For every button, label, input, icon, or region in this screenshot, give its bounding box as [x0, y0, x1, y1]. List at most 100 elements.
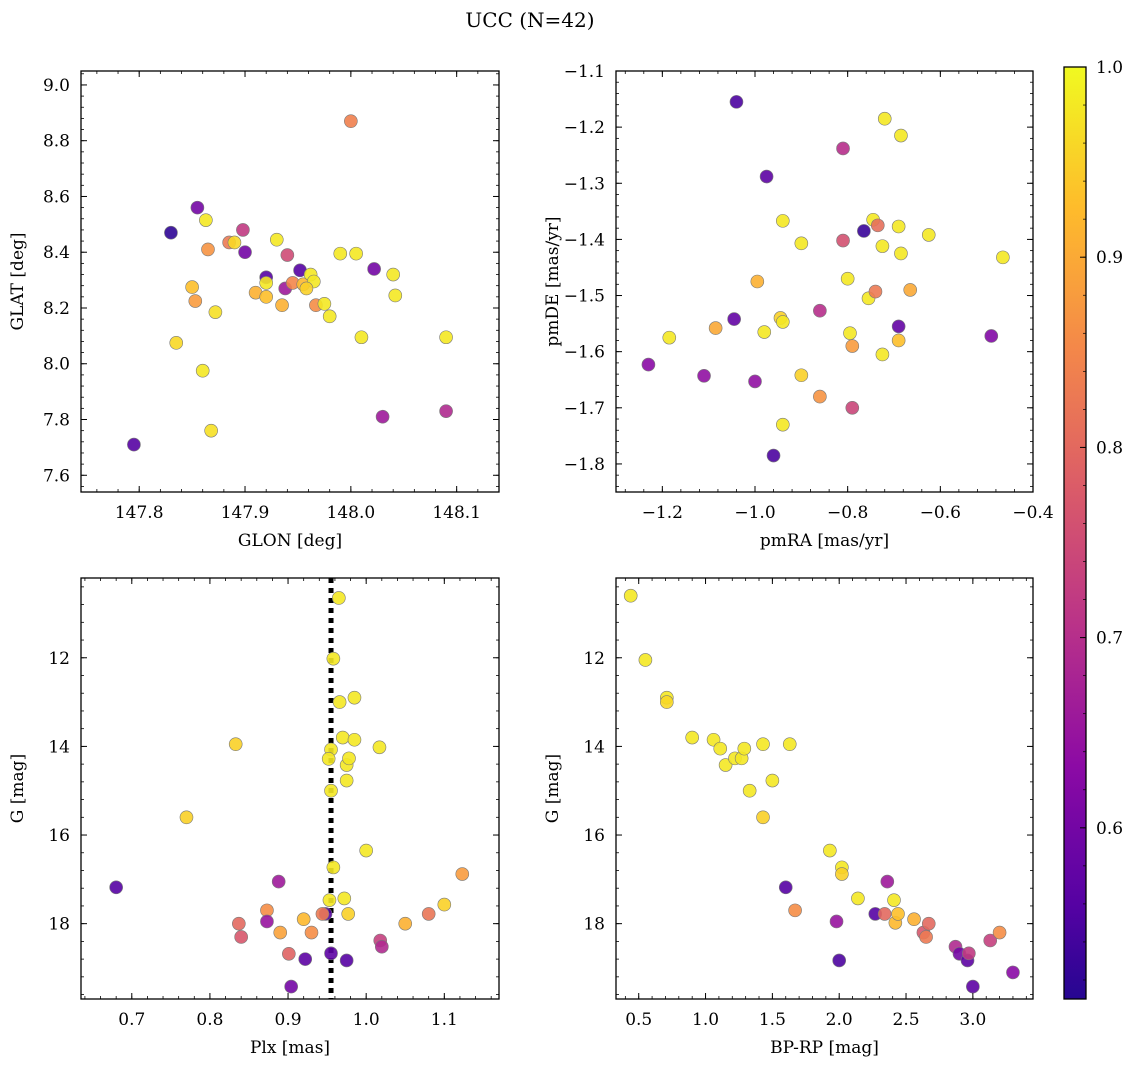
- data-point: [439, 330, 453, 345]
- data-point: [234, 930, 248, 944]
- data-point: [778, 880, 793, 895]
- y-tick-label: 16: [48, 826, 70, 846]
- colorbar-gradient: [1063, 66, 1087, 1000]
- x-tick-label: 1.5: [759, 1010, 786, 1030]
- x-tick-label: 147.9: [221, 503, 270, 523]
- data-point: [903, 283, 918, 297]
- y-tick-label: −1.3: [564, 174, 605, 194]
- data-point: [179, 810, 194, 825]
- data-point: [339, 773, 354, 788]
- y-tick-label: 14: [583, 737, 605, 757]
- data-point: [324, 783, 338, 798]
- y-tick-label: 9.0: [43, 76, 70, 96]
- figure-title: UCC (N=42): [465, 8, 594, 32]
- x-tick-label: 147.8: [115, 503, 164, 523]
- x-tick-label: 0.5: [625, 1010, 652, 1030]
- data-point: [868, 284, 883, 299]
- data-point: [282, 946, 296, 961]
- data-point: [437, 897, 452, 912]
- data-point: [962, 946, 976, 961]
- data-point: [375, 409, 390, 424]
- data-point: [708, 321, 723, 335]
- data-point: [386, 267, 400, 282]
- x-tick-label: 148.1: [432, 503, 481, 523]
- data-point: [1006, 965, 1020, 980]
- data-point: [843, 326, 857, 340]
- data-point: [750, 274, 765, 289]
- data-point: [840, 271, 855, 286]
- data-point: [623, 588, 638, 603]
- x-axis-label: GLON [deg]: [238, 531, 342, 551]
- data-point: [996, 250, 1010, 265]
- data-point: [662, 330, 677, 345]
- axes-frame: [615, 577, 1034, 1000]
- data-point: [398, 916, 413, 931]
- data-point: [742, 783, 757, 798]
- data-point: [782, 737, 797, 751]
- y-tick-label: −1.7: [564, 399, 605, 419]
- data-point: [919, 930, 933, 944]
- data-point: [794, 236, 809, 251]
- x-tick-label: 3.0: [959, 1010, 986, 1030]
- x-tick-label: 0.7: [118, 1010, 145, 1030]
- minor-ticks: [616, 70, 1034, 492]
- y-tick-label: 7.6: [43, 466, 70, 486]
- colorbar-tick-label: 0.7: [1096, 629, 1123, 649]
- x-axis-label: BP-RP [mag]: [770, 1038, 879, 1058]
- data-point: [296, 912, 311, 927]
- y-tick-label: −1.5: [564, 287, 605, 307]
- data-point: [845, 400, 860, 415]
- data-point: [335, 730, 350, 745]
- data-point: [333, 246, 348, 261]
- data-point: [713, 741, 728, 756]
- data-point: [877, 907, 892, 921]
- data-point: [321, 752, 336, 766]
- panels: 147.8 147.9 148.0 148.1 7.6 7.8 8.0 8.2 8.4 8.6 8.…: [8, 62, 1054, 1058]
- data-point: [813, 389, 827, 404]
- y-axis-label: pmDE [mas/yr]: [543, 216, 563, 346]
- data-point: [332, 591, 346, 605]
- x-tick-label: −0.4: [1012, 503, 1053, 523]
- y-tick-label: 8.6: [43, 187, 70, 207]
- data-point: [766, 448, 781, 463]
- data-point: [983, 933, 998, 948]
- data-point: [232, 916, 246, 931]
- data-point: [775, 214, 790, 228]
- data-point: [685, 730, 699, 745]
- data-point: [829, 914, 844, 929]
- data-point: [326, 651, 341, 666]
- x-axis-label: pmRA [mas/yr]: [760, 531, 889, 551]
- scatter-points: [109, 591, 470, 994]
- colorbar: 0.6 0.7 0.8 0.9 1.0: [1063, 58, 1123, 1000]
- data-point: [759, 169, 774, 184]
- axes-frame: [80, 70, 500, 493]
- data-point: [337, 891, 352, 906]
- data-point: [367, 262, 381, 276]
- panel-plx-g: 0.7 0.8 0.9 1.0 1.1 12 14 16 18 Plx [mas] G [mag]: [8, 577, 500, 1058]
- y-tick-label: 8.4: [43, 243, 70, 263]
- data-point: [236, 223, 250, 237]
- data-point: [641, 357, 656, 372]
- data-point: [169, 336, 184, 350]
- y-axis-label: G [mag]: [543, 754, 563, 823]
- x-tick-label: 2.5: [893, 1010, 920, 1030]
- data-point: [347, 732, 362, 747]
- data-point: [375, 939, 389, 954]
- data-point: [322, 309, 337, 324]
- data-point: [984, 329, 999, 343]
- scatter-points: [641, 95, 1010, 463]
- data-point: [775, 315, 790, 329]
- x-tick-label: −1.2: [642, 503, 683, 523]
- data-point: [344, 114, 358, 128]
- data-point: [875, 347, 890, 362]
- x-tick-label: 1.0: [692, 1010, 719, 1030]
- y-tick-label: 18: [583, 915, 605, 935]
- data-point: [273, 925, 288, 940]
- data-point: [921, 916, 936, 931]
- x-tick-label: 2.0: [826, 1010, 853, 1030]
- data-point: [199, 213, 213, 227]
- data-point: [823, 843, 837, 858]
- data-point: [127, 437, 141, 452]
- data-point: [359, 843, 373, 858]
- data-point: [718, 758, 733, 772]
